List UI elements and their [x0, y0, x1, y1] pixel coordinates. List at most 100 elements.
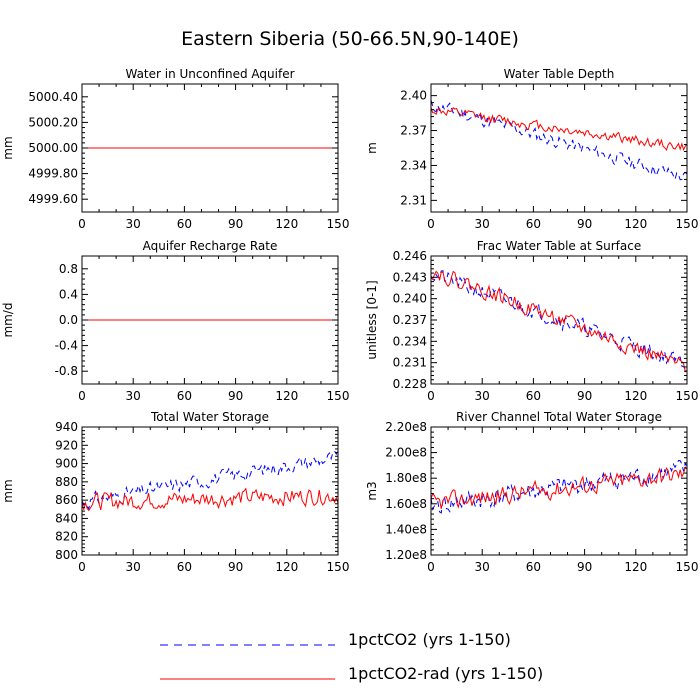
y-tick-label: 1.60e8	[385, 497, 427, 511]
figure-title: Eastern Siberia (50-66.5N,90-140E)	[181, 28, 519, 50]
y-tick-label: 1.80e8	[385, 471, 427, 485]
y-tick-label: 2.37	[400, 124, 427, 138]
plot-frame	[430, 426, 688, 556]
x-tick-label: 150	[327, 560, 350, 574]
x-tick-label: 30	[475, 560, 490, 574]
y-tick-label: 0.0	[59, 313, 78, 327]
y-tick-label: 2.31	[400, 193, 427, 207]
x-tick-label: 120	[275, 389, 298, 403]
y-tick-label: 4999.60	[28, 192, 78, 206]
x-tick-label: 150	[676, 560, 699, 574]
y-tick-label: 5000.00	[28, 141, 78, 155]
y-axis-label: mm	[1, 479, 15, 502]
series-line-1pctco2-rad	[430, 270, 688, 373]
panel-title: Water Table Depth	[504, 67, 615, 81]
x-tick-label: 60	[526, 560, 541, 574]
y-tick-label: 2.34	[400, 158, 427, 172]
x-tick-label: 0	[427, 560, 435, 574]
y-tick-label: 0.228	[393, 377, 427, 391]
y-tick-label: -0.8	[55, 364, 78, 378]
y-tick-label: 860	[55, 493, 78, 507]
x-tick-label: 90	[228, 389, 243, 403]
x-tick-label: 60	[526, 389, 541, 403]
legend-item-1pctco2-rad: 1pctCO2-rad (yrs 1-150)	[160, 664, 660, 694]
legend-swatch-solid	[160, 678, 335, 680]
series-line-1pctco2	[430, 459, 688, 514]
panel-title: Frac Water Table at Surface	[477, 239, 641, 253]
panel-3: Aquifer Recharge Rate mm/d 0 30 60 90 120 150 -0…	[1, 239, 349, 403]
x-tick-label: 90	[577, 560, 592, 574]
panel-title: Total Water Storage	[150, 410, 269, 424]
x-tick-label: 0	[78, 217, 86, 231]
y-tick-label: 1.40e8	[385, 522, 427, 536]
x-tick-label: 90	[228, 217, 243, 231]
y-tick-label: 1.20e8	[385, 548, 427, 562]
y-tick-label: 840	[55, 511, 78, 525]
plot-frame	[430, 83, 688, 213]
panel-4: Frac Water Table at Surface unitless [0-1…	[365, 239, 698, 403]
legend-label: 1pctCO2 (yrs 1-150)	[348, 630, 511, 649]
x-tick-label: 0	[78, 389, 86, 403]
series-line-1pctco2-rad	[430, 466, 688, 509]
series-line-1pctco2-rad	[430, 107, 688, 152]
y-tick-label: 2.40	[400, 89, 427, 103]
y-tick-label: 2.20e8	[385, 420, 427, 434]
series-line-1pctco2	[430, 270, 688, 371]
x-tick-label: 60	[177, 217, 192, 231]
y-tick-label: 0.234	[393, 334, 427, 348]
y-tick-label: 880	[55, 475, 78, 489]
panel-title: Aquifer Recharge Rate	[143, 239, 278, 253]
panel-2: Water Table Depth m 0 30 60 90 120 150 2.31 2.34 2…	[365, 67, 698, 231]
series-line-1pctco2-rad	[81, 487, 339, 512]
x-tick-label: 30	[126, 560, 141, 574]
y-tick-label: 820	[55, 530, 78, 544]
panel-title: River Channel Total Water Storage	[456, 410, 662, 424]
x-tick-label: 90	[228, 560, 243, 574]
y-tick-label: 0.231	[393, 356, 427, 370]
x-tick-label: 60	[177, 389, 192, 403]
x-tick-label: 0	[78, 560, 86, 574]
y-axis-label: unitless [0-1]	[365, 280, 379, 359]
panel-5: Total Water Storage mm 0 30 60 90 120 150 800 820…	[1, 410, 349, 574]
x-tick-label: 60	[526, 217, 541, 231]
y-tick-label: 0.8	[59, 262, 78, 276]
y-tick-label: 800	[55, 548, 78, 562]
x-tick-label: 0	[427, 389, 435, 403]
x-tick-label: 30	[475, 389, 490, 403]
x-tick-label: 30	[126, 217, 141, 231]
y-axis-label: mm	[1, 136, 15, 159]
y-axis-label: m	[365, 142, 379, 154]
x-tick-label: 30	[475, 217, 490, 231]
legend-label: 1pctCO2-rad (yrs 1-150)	[348, 664, 544, 683]
x-tick-label: 120	[624, 389, 647, 403]
y-tick-label: 5000.40	[28, 90, 78, 104]
x-tick-label: 30	[126, 389, 141, 403]
x-tick-label: 120	[275, 560, 298, 574]
y-tick-label: 0.243	[393, 270, 427, 284]
legend-item-1pctco2: 1pctCO2 (yrs 1-150)	[160, 630, 660, 660]
series-line-1pctco2	[81, 450, 339, 511]
x-tick-label: 0	[427, 217, 435, 231]
x-tick-label: 150	[327, 389, 350, 403]
x-tick-label: 120	[275, 217, 298, 231]
x-tick-label: 150	[676, 217, 699, 231]
y-tick-label: 0.240	[393, 292, 427, 306]
y-tick-label: 4999.80	[28, 167, 78, 181]
y-axis-label: mm/d	[1, 302, 15, 337]
x-tick-label: 90	[577, 217, 592, 231]
plot-frame	[81, 426, 339, 556]
x-tick-label: 120	[624, 560, 647, 574]
x-tick-label: 150	[676, 389, 699, 403]
y-tick-label: 920	[55, 438, 78, 452]
y-tick-label: 940	[55, 420, 78, 434]
series-line-1pctco2	[430, 99, 688, 181]
y-tick-label: 5000.20	[28, 115, 78, 129]
y-tick-label: 0.237	[393, 313, 427, 327]
x-tick-label: 150	[327, 217, 350, 231]
y-tick-label: 0.4	[59, 287, 78, 301]
y-tick-label: 2.00e8	[385, 446, 427, 460]
panel-1: Water in Unconfined Aquifer mm 0 30 60 90 120 1…	[1, 67, 349, 231]
y-tick-label: 0.246	[393, 249, 427, 263]
x-tick-label: 60	[177, 560, 192, 574]
